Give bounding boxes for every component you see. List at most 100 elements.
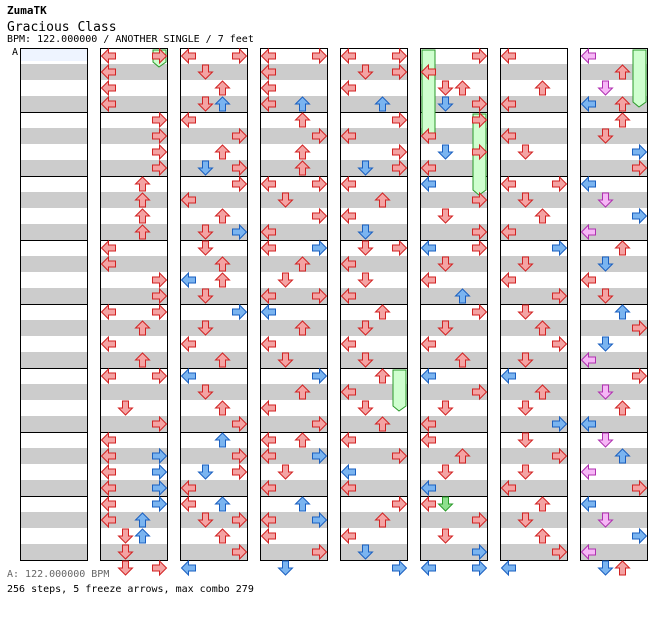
chart-column-3 <box>180 48 248 561</box>
row-stripe <box>100 288 168 304</box>
step-arrow-up <box>214 528 231 544</box>
step-arrow-up <box>134 192 151 208</box>
step-arrow-up <box>134 208 151 224</box>
step-arrow-left <box>260 303 276 321</box>
step-arrow-down <box>277 272 294 288</box>
step-arrow-right <box>392 239 408 257</box>
step-arrow-left <box>100 431 116 449</box>
step-arrow-up <box>294 432 311 448</box>
step-arrow-left <box>260 511 276 529</box>
step-arrow-down <box>357 400 374 416</box>
row-stripe <box>580 96 648 112</box>
step-arrow-left <box>180 495 196 513</box>
step-arrow-down <box>437 256 454 272</box>
row-stripe <box>20 160 88 176</box>
step-arrow-down <box>597 128 614 144</box>
step-arrow-left <box>260 223 276 241</box>
step-arrow-left <box>260 399 276 417</box>
step-arrow-left <box>500 271 516 289</box>
step-arrow-left <box>580 223 596 241</box>
step-arrow-up <box>614 112 631 128</box>
step-arrow-right <box>472 143 488 161</box>
row-stripe <box>20 64 88 80</box>
step-arrow-down <box>517 432 534 448</box>
step-arrow-right <box>472 47 488 65</box>
row-stripe <box>580 128 648 144</box>
step-arrow-down <box>357 224 374 240</box>
step-arrow-right <box>392 63 408 81</box>
row-stripe <box>180 384 248 400</box>
row-stripe <box>180 160 248 176</box>
step-arrow-up <box>454 352 471 368</box>
row-stripe <box>20 256 88 272</box>
step-arrow-right <box>552 543 568 561</box>
step-arrow-left <box>260 79 276 97</box>
step-arrow-right <box>312 239 328 257</box>
step-arrow-up <box>614 64 631 80</box>
step-arrow-down <box>197 160 214 176</box>
row-stripe <box>420 512 488 528</box>
row-stripe <box>100 384 168 400</box>
step-arrow-down <box>437 96 454 112</box>
step-arrow-right <box>552 239 568 257</box>
step-arrow-up <box>374 416 391 432</box>
step-arrow-down <box>197 464 214 480</box>
row-stripe <box>580 544 648 560</box>
step-arrow-left <box>580 175 596 193</box>
step-arrow-up <box>534 80 551 96</box>
step-arrow-up <box>454 288 471 304</box>
step-arrow-down <box>517 304 534 320</box>
step-arrow-right <box>472 559 488 577</box>
row-stripe <box>180 544 248 560</box>
step-arrow-left <box>100 239 116 257</box>
step-arrow-right <box>152 47 168 65</box>
row-stripe <box>20 320 88 336</box>
step-arrow-up <box>374 368 391 384</box>
step-arrow-right <box>152 271 168 289</box>
step-arrow-left <box>500 175 516 193</box>
step-arrow-right <box>312 447 328 465</box>
step-arrow-right <box>232 223 248 241</box>
segment-label: A <box>12 47 19 58</box>
row-stripe <box>420 256 488 272</box>
step-arrow-left <box>420 63 436 81</box>
step-arrow-down <box>517 256 534 272</box>
step-arrow-down <box>597 432 614 448</box>
step-arrow-right <box>392 47 408 65</box>
step-arrow-right <box>552 447 568 465</box>
step-arrow-left <box>100 463 116 481</box>
step-arrow-left <box>260 447 276 465</box>
row-stripe <box>420 544 488 560</box>
row-stripe <box>340 192 408 208</box>
step-arrow-up <box>374 192 391 208</box>
row-stripe <box>180 512 248 528</box>
row-stripe <box>100 192 168 208</box>
step-arrow-up <box>214 80 231 96</box>
row-stripe <box>420 384 488 400</box>
row-stripe <box>420 288 488 304</box>
row-stripe <box>180 256 248 272</box>
step-arrow-right <box>232 415 248 433</box>
row-stripe <box>20 448 88 464</box>
step-arrow-left <box>260 175 276 193</box>
step-arrow-up <box>374 96 391 112</box>
step-arrow-left <box>100 367 116 385</box>
chart-column-4 <box>260 48 328 561</box>
step-arrow-down <box>357 352 374 368</box>
step-arrow-left <box>260 47 276 65</box>
step-arrow-right <box>632 319 648 337</box>
step-arrow-left <box>500 47 516 65</box>
step-arrow-up <box>134 352 151 368</box>
step-arrow-up <box>214 144 231 160</box>
step-arrow-down <box>597 288 614 304</box>
step-arrow-left <box>500 479 516 497</box>
step-arrow-left <box>260 239 276 257</box>
step-arrow-down <box>597 384 614 400</box>
row-stripe <box>260 480 328 496</box>
step-arrow-left <box>340 479 356 497</box>
step-arrow-right <box>152 415 168 433</box>
step-arrow-down <box>517 352 534 368</box>
step-arrow-right <box>232 159 248 177</box>
step-arrow-down <box>197 224 214 240</box>
